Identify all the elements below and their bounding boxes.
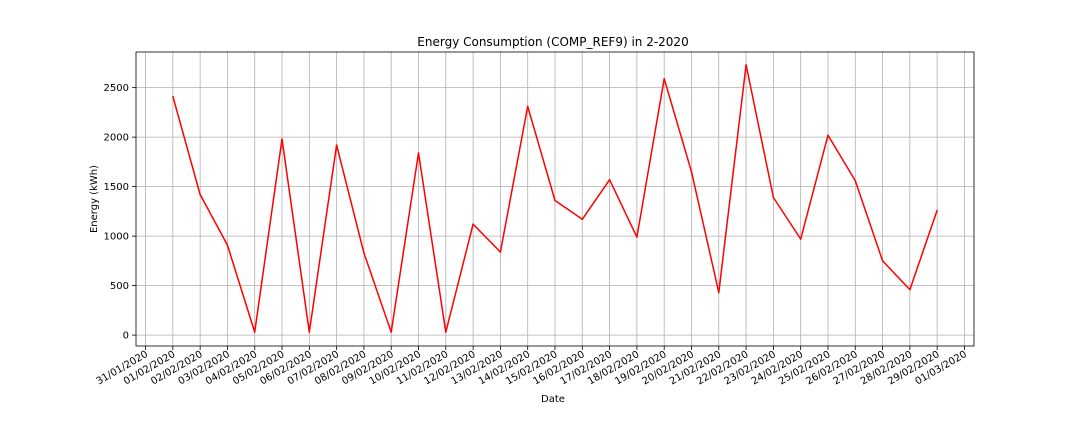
data-point <box>881 260 884 262</box>
data-point <box>363 252 365 254</box>
data-point <box>172 95 174 98</box>
data-point <box>308 331 311 333</box>
data-point <box>745 64 747 66</box>
data-point <box>554 199 556 202</box>
data-point <box>581 218 584 221</box>
data-point <box>663 77 665 80</box>
y-tick-label: 2500 <box>104 83 129 94</box>
data-point <box>390 331 392 333</box>
data-point <box>199 193 201 196</box>
y-axis-label: Energy (kWh) <box>89 165 100 233</box>
data-point <box>499 251 502 253</box>
data-point <box>445 331 447 333</box>
data-point <box>417 152 420 154</box>
y-tick-labels: 0 500 1000 1500 2000 2500 <box>104 83 136 342</box>
data-point <box>226 244 229 246</box>
data-point <box>636 236 638 238</box>
data-point <box>909 288 911 291</box>
data-point <box>936 209 938 212</box>
data-point <box>472 223 474 225</box>
y-tick-label: 1000 <box>104 232 129 243</box>
data-point <box>526 105 529 108</box>
y-tick-label: 2000 <box>104 133 129 144</box>
chart-title: Energy Consumption (COMP_REF9) in 2-2020 <box>417 35 688 49</box>
data-point <box>799 238 802 240</box>
series-line-layer <box>172 64 938 333</box>
y-tick-label: 500 <box>110 281 129 292</box>
data-point <box>718 291 720 294</box>
data-point <box>335 144 338 146</box>
data-point <box>281 138 283 140</box>
y-tick-label: 0 <box>123 331 129 342</box>
data-point <box>690 171 693 173</box>
grid <box>136 52 974 346</box>
data-point <box>827 134 829 136</box>
data-point <box>854 179 857 182</box>
data-point <box>608 178 611 181</box>
data-point <box>772 196 775 199</box>
y-tick-label: 1500 <box>104 182 129 193</box>
x-tick-labels: 31/01/202001/02/202002/02/202003/02/2020… <box>95 346 969 387</box>
data-point <box>253 331 256 333</box>
x-axis-label: Date <box>541 394 565 405</box>
